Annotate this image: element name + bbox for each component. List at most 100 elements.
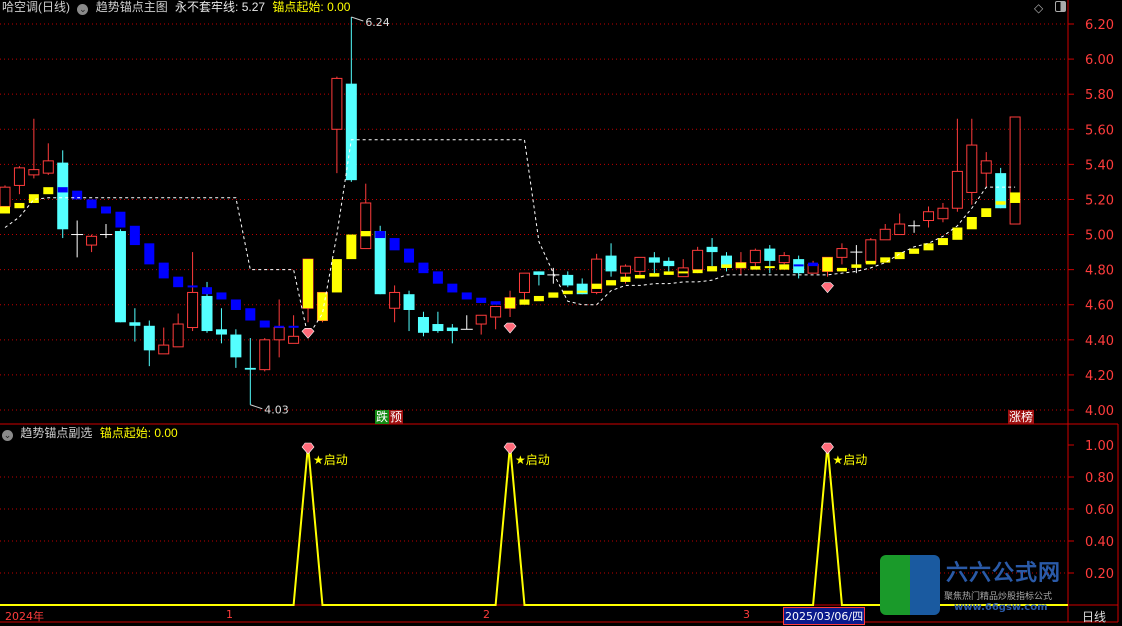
candle-body-up bbox=[158, 344, 170, 355]
trend-block bbox=[259, 320, 270, 328]
candle-body-down bbox=[201, 295, 213, 332]
trend-block bbox=[519, 299, 530, 305]
candle-body-up bbox=[865, 239, 877, 264]
trend-block bbox=[721, 264, 732, 268]
diamond-icon[interactable]: ◇ bbox=[1034, 1, 1044, 15]
trend-block bbox=[808, 262, 819, 267]
candle-body-down bbox=[533, 271, 545, 275]
date-label: 2 bbox=[483, 608, 490, 621]
trend-block bbox=[202, 287, 213, 295]
trend-block bbox=[187, 285, 198, 288]
trend-block bbox=[331, 259, 342, 293]
diamond-icon bbox=[301, 442, 315, 455]
candle-body-up bbox=[360, 202, 372, 250]
price-tick-label: 5.80 bbox=[1085, 88, 1114, 103]
candle-body-down bbox=[605, 255, 617, 272]
axis-ticks: 6.20 6.00 5.80 5.60 5.40 5.20 5.00 4.80 4.60 4.40… bbox=[1068, 18, 1114, 582]
candle-body-down bbox=[576, 283, 588, 295]
trend-block bbox=[317, 292, 328, 321]
trend-block bbox=[288, 325, 299, 328]
candle-body-down bbox=[764, 248, 776, 261]
trend-block bbox=[995, 201, 1006, 205]
trend-block bbox=[548, 292, 559, 298]
sub-tick-label: 0.60 bbox=[1085, 503, 1114, 518]
trend-block bbox=[966, 217, 977, 230]
trend-block bbox=[851, 264, 862, 268]
trend-block bbox=[101, 206, 112, 214]
trend-block bbox=[72, 190, 83, 200]
main-header: 哈空调(日线) ⌄ 趋势锚点主图 永不套牢线: 5.27 锚点起始: 0.00 bbox=[2, 0, 354, 15]
trend-block bbox=[43, 187, 54, 195]
trend-block bbox=[14, 202, 25, 209]
price-tick-label: 5.40 bbox=[1085, 158, 1114, 173]
trend-block bbox=[274, 325, 285, 328]
trend-block bbox=[461, 292, 472, 300]
trend-block bbox=[707, 266, 718, 272]
stock-title: 哈空调(日线) bbox=[2, 0, 70, 14]
logo-icon bbox=[880, 555, 940, 615]
candle-body-down bbox=[230, 334, 242, 358]
price-tick-label: 5.00 bbox=[1085, 229, 1114, 244]
price-tick-label: 4.20 bbox=[1085, 369, 1114, 384]
trend-block bbox=[764, 266, 775, 269]
trend-block bbox=[0, 206, 10, 214]
limit-up-tag: 涨榜 bbox=[1008, 410, 1035, 424]
price-tick-label: 6.20 bbox=[1085, 18, 1114, 33]
candle-body-up bbox=[937, 207, 949, 220]
price-tick-label: 5.20 bbox=[1085, 193, 1114, 208]
diamond-icon bbox=[821, 442, 834, 455]
candle-body-up bbox=[966, 144, 978, 193]
candle-body-up bbox=[13, 167, 25, 186]
price-tick-label: 4.60 bbox=[1085, 299, 1114, 314]
trend-block bbox=[606, 280, 617, 286]
logo-slogan: 聚焦热门精品炒股指标公式 bbox=[944, 592, 1053, 602]
trend-block bbox=[1010, 192, 1021, 203]
sub-tick-label: 0.80 bbox=[1085, 471, 1114, 486]
candle-body-down bbox=[57, 162, 69, 230]
trend-block bbox=[620, 276, 631, 282]
trend-block bbox=[836, 267, 847, 272]
sub-indicator-name[interactable]: 趋势锚点副选 bbox=[20, 426, 93, 440]
period-button[interactable]: 日线 bbox=[1082, 610, 1107, 624]
candle-body-up bbox=[1009, 116, 1021, 225]
trend-block bbox=[115, 211, 126, 228]
trend-block bbox=[577, 290, 588, 293]
trend-block bbox=[360, 231, 371, 237]
candle-body-up bbox=[894, 223, 906, 236]
price-tick-label: 4.40 bbox=[1085, 334, 1114, 349]
trend-block bbox=[822, 257, 833, 272]
candle-body-up bbox=[692, 249, 704, 271]
candle-body-down bbox=[403, 294, 415, 310]
candle-body-down bbox=[143, 325, 155, 351]
trend-block bbox=[865, 260, 876, 265]
panel-toggle-icon[interactable] bbox=[1055, 1, 1067, 12]
signal-line bbox=[0, 444, 1068, 606]
sub-header: ⌄ 趋势锚点副选 锚点起始: 0.00 bbox=[2, 426, 182, 441]
candle-body-down bbox=[721, 255, 732, 268]
trend-block bbox=[245, 308, 256, 321]
trend-block bbox=[505, 297, 516, 309]
candle-body-up bbox=[980, 160, 992, 174]
candle-body-down bbox=[215, 329, 227, 335]
date-label: 2024年 bbox=[5, 610, 44, 623]
candle-body-up bbox=[778, 255, 790, 264]
chevron-down-icon[interactable]: ⌄ bbox=[77, 4, 89, 15]
candle-body-down bbox=[129, 322, 141, 326]
trend-block bbox=[692, 269, 703, 274]
candle-body-up bbox=[749, 249, 761, 264]
sub-tick-label: 0.20 bbox=[1085, 567, 1114, 582]
logo-name: 六六公式网 bbox=[946, 561, 1062, 586]
trend-block bbox=[129, 225, 140, 246]
chevron-down-icon[interactable]: ⌄ bbox=[2, 430, 13, 441]
trend-block bbox=[750, 266, 761, 270]
chart-marks: 6.24 4.03 ★启动 ★启动 ★启动 bbox=[0, 16, 1068, 606]
trend-block bbox=[86, 199, 97, 209]
diamond-icon bbox=[503, 442, 517, 455]
signal-start-label: ★启动 bbox=[515, 453, 550, 467]
pointer-line bbox=[351, 16, 364, 22]
main-indicator-name[interactable]: 趋势锚点主图 bbox=[95, 0, 168, 14]
anchor-value: 锚点起始: 0.00 bbox=[272, 0, 351, 14]
trend-block bbox=[216, 292, 227, 300]
sub-tick-label: 1.00 bbox=[1085, 439, 1114, 454]
